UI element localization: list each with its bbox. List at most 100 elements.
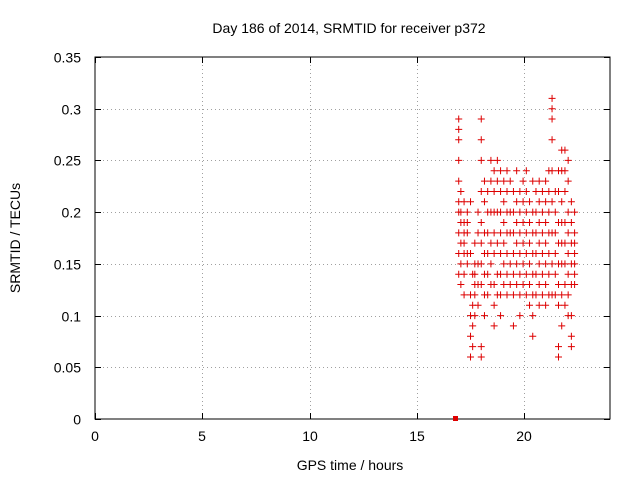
data-point bbox=[551, 208, 559, 216]
data-point bbox=[490, 167, 498, 175]
data-point bbox=[548, 198, 556, 206]
data-point bbox=[551, 291, 559, 299]
data-point bbox=[463, 208, 471, 216]
data-point bbox=[467, 353, 475, 361]
data-point bbox=[480, 198, 488, 206]
plot-frame bbox=[94, 56, 611, 420]
data-point bbox=[532, 291, 540, 299]
tick-layer bbox=[95, 57, 610, 420]
data-point bbox=[455, 115, 463, 123]
data-point bbox=[522, 270, 530, 278]
data-point bbox=[497, 270, 505, 278]
data-point bbox=[490, 301, 498, 309]
data-point bbox=[548, 260, 556, 268]
data-point bbox=[561, 218, 569, 226]
x-tick-label: 0 bbox=[91, 428, 99, 444]
data-point bbox=[519, 198, 527, 206]
data-point bbox=[487, 239, 495, 247]
y-tick-label: 0.2 bbox=[62, 205, 82, 221]
data-point bbox=[500, 239, 508, 247]
data-point bbox=[522, 250, 530, 258]
data-point bbox=[542, 281, 550, 289]
x-tick-label: 10 bbox=[302, 428, 318, 444]
data-point bbox=[522, 208, 530, 216]
data-point bbox=[538, 229, 546, 237]
data-point bbox=[529, 312, 537, 320]
x-axis-label: GPS time / hours bbox=[297, 457, 404, 473]
data-point bbox=[509, 291, 517, 299]
y-tick-label: 0.25 bbox=[54, 153, 81, 169]
data-point bbox=[516, 229, 524, 237]
data-point bbox=[455, 156, 463, 164]
data-point bbox=[477, 239, 485, 247]
data-point bbox=[497, 312, 505, 320]
data-point bbox=[561, 260, 569, 268]
data-point bbox=[477, 136, 485, 144]
data-point bbox=[477, 156, 485, 164]
y-axis-label: SRMTID / TECUs bbox=[7, 183, 23, 293]
data-point bbox=[455, 125, 463, 133]
data-point bbox=[519, 260, 527, 268]
data-point bbox=[522, 167, 530, 175]
data-point bbox=[474, 301, 482, 309]
data-point bbox=[513, 218, 521, 226]
data-point bbox=[506, 177, 514, 185]
data-point bbox=[561, 146, 569, 154]
data-point bbox=[477, 281, 485, 289]
data-point bbox=[526, 198, 534, 206]
data-point bbox=[497, 208, 505, 216]
data-point bbox=[455, 136, 463, 144]
data-point bbox=[532, 250, 540, 258]
data-point bbox=[497, 187, 505, 195]
data-point bbox=[545, 208, 553, 216]
data-point bbox=[567, 198, 575, 206]
data-point bbox=[471, 239, 479, 247]
data-point bbox=[548, 167, 556, 175]
data-point bbox=[513, 281, 521, 289]
data-point bbox=[571, 229, 579, 237]
data-point bbox=[548, 105, 556, 113]
data-point bbox=[484, 291, 492, 299]
data-point bbox=[567, 343, 575, 351]
data-point bbox=[509, 250, 517, 258]
data-point bbox=[516, 250, 524, 258]
y-tick-label: 0.35 bbox=[54, 50, 81, 66]
data-point bbox=[526, 239, 534, 247]
data-point bbox=[519, 218, 527, 226]
data-point bbox=[484, 187, 492, 195]
data-point bbox=[545, 187, 553, 195]
data-point bbox=[477, 343, 485, 351]
data-point bbox=[551, 250, 559, 258]
data-point bbox=[480, 177, 488, 185]
data-point bbox=[538, 208, 546, 216]
y-tick-labels: 0 0.05 0.1 0.15 0.2 0.25 0.3 0.35 bbox=[54, 50, 81, 428]
x-tick-label: 5 bbox=[198, 428, 206, 444]
data-point bbox=[516, 312, 524, 320]
data-point bbox=[535, 260, 543, 268]
data-point bbox=[509, 229, 517, 237]
data-point bbox=[500, 198, 508, 206]
data-point bbox=[460, 239, 468, 247]
data-point bbox=[532, 270, 540, 278]
data-point bbox=[484, 270, 492, 278]
data-point bbox=[484, 250, 492, 258]
data-point bbox=[477, 260, 485, 268]
data-point bbox=[516, 270, 524, 278]
data-point bbox=[535, 218, 543, 226]
data-point bbox=[516, 208, 524, 216]
data-points bbox=[453, 94, 579, 421]
data-point bbox=[561, 187, 569, 195]
data-point bbox=[469, 322, 477, 330]
data-point bbox=[545, 270, 553, 278]
data-point bbox=[480, 312, 488, 320]
data-point bbox=[467, 250, 475, 258]
data-point bbox=[555, 301, 562, 309]
data-point bbox=[548, 115, 556, 123]
data-point bbox=[497, 291, 505, 299]
data-point bbox=[513, 198, 521, 206]
data-point bbox=[500, 281, 508, 289]
data-point bbox=[493, 239, 501, 247]
x-tick-labels: 0 5 10 15 20 bbox=[91, 428, 532, 444]
grid-layer bbox=[95, 57, 610, 419]
data-point bbox=[487, 260, 495, 268]
